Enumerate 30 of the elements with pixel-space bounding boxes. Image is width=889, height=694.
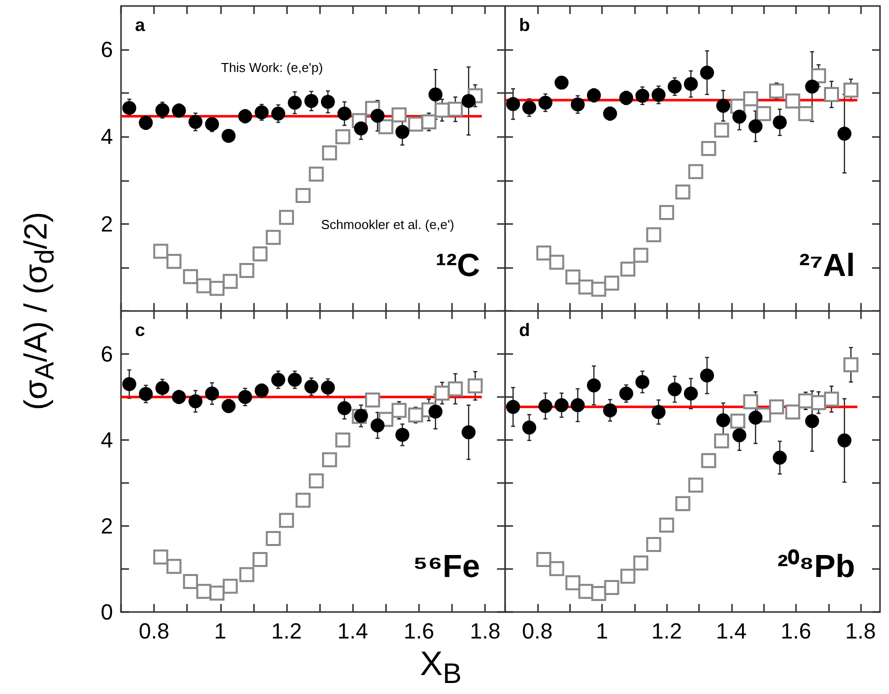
annotation: ⁵⁶Fe (412, 548, 480, 584)
x-tick-label: 1 (214, 618, 226, 644)
x-tick-label: 1 (596, 618, 608, 644)
x-tick-label: 1.6 (780, 618, 812, 644)
y-tick-label: 4 (100, 428, 113, 452)
y-tick-label: 6 (100, 342, 113, 366)
x-tick-label: 0.8 (522, 618, 553, 644)
x-tick-label: 1.2 (651, 618, 682, 644)
text: d (519, 320, 530, 340)
annotation: ²⁷Al (799, 247, 855, 283)
text: b (519, 15, 530, 35)
y-tick-label: 0 (100, 600, 113, 624)
annotation: ²⁰⁸Pb (777, 548, 855, 584)
text: c (135, 320, 146, 340)
series-label: This Work: (e,e'p) (221, 60, 323, 75)
series-label: Schmookler et al. (e,e') (321, 217, 454, 232)
y-tick-label: 4 (100, 124, 113, 150)
x-axis-title: X$_{B}$ (420, 644, 462, 692)
x-tick-label: 1.2 (271, 618, 302, 644)
x-tick-label: 1.8 (845, 618, 876, 644)
x-tick-label: 1.8 (470, 618, 500, 644)
x-tick-label: 0.8 (138, 618, 170, 644)
x-tick-label: 1.4 (716, 618, 747, 644)
y-tick-label: 2 (100, 211, 113, 236)
x-tick-label: 1.4 (337, 618, 368, 644)
annotation: ¹²C (436, 247, 480, 283)
y-tick-label: 2 (100, 514, 113, 538)
y-tick-label: 6 (100, 37, 113, 62)
text: a (135, 15, 146, 35)
x-tick-label: 1.6 (404, 618, 434, 644)
